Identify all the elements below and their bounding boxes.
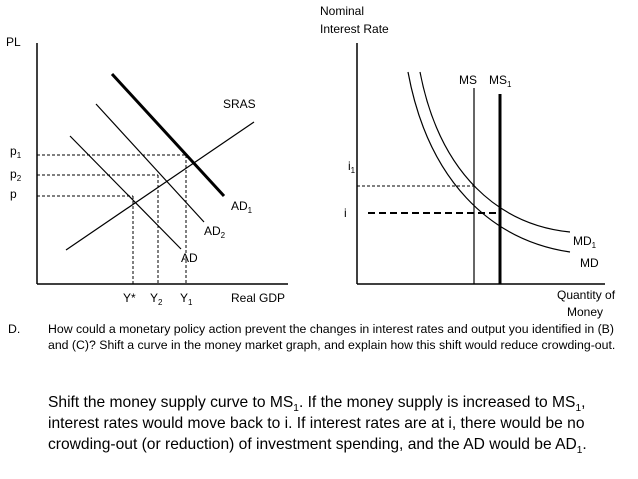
md1-label: MD1 (573, 234, 597, 250)
ms-label: MS (459, 73, 477, 87)
ad-label: AD (181, 251, 198, 265)
md-label: MD (580, 256, 599, 270)
y2-label: Y2 (150, 291, 163, 307)
answer-text-1: Shift the money supply curve to MS (48, 394, 294, 411)
md1-curve (419, 71, 571, 233)
p1-label: p1 (10, 144, 22, 160)
interest-rate-axis-label-1: Nominal (320, 4, 364, 18)
interest-rate-axis-label-2: Interest Rate (320, 22, 389, 36)
pl-axis-label: PL (6, 35, 21, 49)
ad1-label: AD1 (231, 199, 253, 215)
graphs-canvas: PL Real GDP SRAS AD1 AD2 AD p1 p2 p Y* Y… (6, 4, 616, 319)
i-label: i (344, 206, 347, 220)
md-curve (407, 71, 571, 253)
ad1-curve (110, 72, 226, 198)
answer-sub-2: 1 (575, 403, 582, 415)
y1-label: Y1 (180, 291, 193, 307)
question-letter: D. (8, 322, 21, 336)
ad-as-graph: PL Real GDP SRAS AD1 AD2 AD p1 p2 p Y* Y… (6, 35, 288, 307)
quantity-axis-label-2: Money (567, 305, 603, 319)
question-text: How could a monetary policy action preve… (48, 322, 616, 352)
ad2-label: AD2 (204, 224, 226, 240)
sras-curve (65, 121, 255, 251)
ad-curve (69, 135, 182, 250)
real-gdp-axis-label: Real GDP (231, 291, 285, 305)
answer-text-4: . (582, 436, 587, 453)
answer-text-2: . If the money supply is increased to MS (298, 394, 576, 411)
answer-sub-1: 1 (293, 403, 299, 415)
p-label: p (10, 187, 17, 201)
answer-text-3: , interest rates would move back to i. I… (48, 394, 586, 453)
i1-label: i1 (348, 159, 356, 175)
ystar-label: Y* (123, 291, 136, 305)
sras-label: SRAS (223, 97, 256, 111)
answer-sub-3: 1 (576, 445, 583, 457)
p2-label: p2 (10, 167, 22, 183)
answer-block: Shift the money supply curve to MS1. If … (48, 392, 634, 457)
ad2-curve (95, 103, 205, 223)
quantity-axis-label-1: Quantity of (557, 288, 616, 302)
money-market-graph: Nominal Interest Rate Quantity of Money … (320, 4, 616, 319)
ms1-label: MS1 (489, 73, 512, 89)
